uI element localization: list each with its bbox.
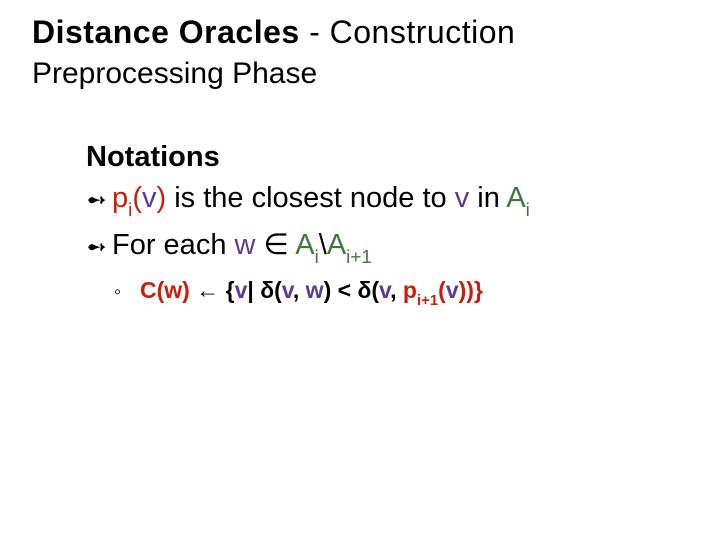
bullet-1-txt1: is the closest node to bbox=[166, 182, 455, 214]
title-rest: - Construction bbox=[300, 14, 516, 50]
comma2: , bbox=[390, 277, 403, 303]
assign-arrow: ← bbox=[190, 277, 226, 303]
w-var: w bbox=[235, 229, 256, 261]
bar: | bbox=[247, 277, 260, 303]
bullet-glyph-icon: ➻ bbox=[86, 183, 112, 218]
bullet-1-txt2: in bbox=[469, 182, 506, 214]
bullet-2-txt1: For each bbox=[112, 229, 235, 261]
bullet-item-1: ➻ pi(v) is the closest node to v in Ai bbox=[86, 178, 674, 221]
Cw: C(w) bbox=[140, 277, 190, 303]
elem-of: ∈ bbox=[255, 229, 295, 261]
title-bold: Distance Oracles bbox=[32, 14, 300, 50]
notations-heading: Notations bbox=[86, 141, 674, 174]
delta2: δ( bbox=[357, 277, 379, 303]
content-area: Notations ➻ pi(v) is the closest node to… bbox=[32, 141, 702, 311]
bullet-2-text: For each w ∈ Ai\Ai+1 bbox=[112, 225, 674, 268]
sub-item: ◦ C(w) ← {v| δ(v, w) < δ(v, pi+1(v))} bbox=[86, 274, 674, 311]
comma1: , bbox=[293, 277, 306, 303]
slide-title: Distance Oracles - Construction bbox=[32, 12, 702, 52]
Ai-set: Ai bbox=[295, 229, 319, 261]
sub-bullet-icon: ◦ bbox=[114, 278, 130, 306]
bullet-list: ➻ pi(v) is the closest node to v in Ai ➻… bbox=[86, 178, 674, 311]
v-var: v bbox=[455, 182, 470, 214]
bullet-glyph-icon: ➻ bbox=[86, 230, 112, 265]
slide-subtitle: Preprocessing Phase bbox=[32, 54, 702, 93]
sub-text: C(w) ← {v| δ(v, w) < δ(v, pi+1(v))} bbox=[140, 274, 483, 311]
p-func: pi(v) bbox=[112, 182, 166, 214]
brace-open: { bbox=[226, 277, 235, 303]
v-var: v bbox=[282, 277, 293, 303]
bullet-item-2: ➻ For each w ∈ Ai\Ai+1 bbox=[86, 225, 674, 268]
A-set: Ai bbox=[506, 182, 530, 214]
close-lt: ) < bbox=[324, 277, 358, 303]
Ai1-set: Ai+1 bbox=[327, 229, 372, 261]
set-diff: \ bbox=[319, 229, 327, 261]
p-func2: pi+1(v))} bbox=[403, 277, 483, 303]
v-var: v bbox=[379, 277, 390, 303]
bullet-1-text: pi(v) is the closest node to v in Ai bbox=[112, 178, 674, 221]
v-var: v bbox=[235, 277, 248, 303]
slide: Distance Oracles - Construction Preproce… bbox=[0, 0, 720, 540]
w-var: w bbox=[306, 277, 324, 303]
delta1: δ( bbox=[260, 277, 282, 303]
